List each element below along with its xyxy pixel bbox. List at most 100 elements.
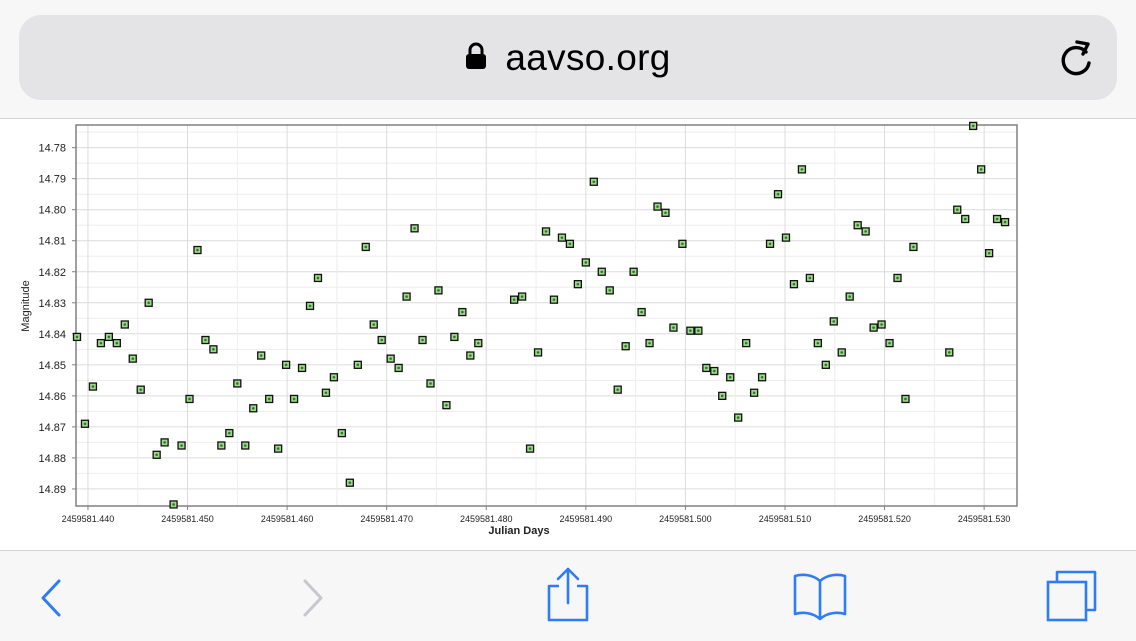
x-tick-label: 2459581.490: [560, 514, 613, 524]
share-icon[interactable]: [544, 565, 592, 625]
data-point: [901, 394, 910, 404]
x-tick-label: 2459581.470: [360, 514, 413, 524]
data-point: [653, 202, 662, 211]
data-point: [525, 444, 535, 453]
data-point: [418, 335, 427, 345]
data-point: [837, 348, 846, 357]
data-point: [821, 360, 830, 369]
data-points: [72, 121, 1010, 509]
data-point: [565, 239, 575, 248]
data-point: [217, 441, 226, 450]
y-tick-label: 14.79: [38, 174, 66, 186]
data-point: [645, 338, 654, 348]
data-point: [742, 338, 751, 348]
data-point: [233, 379, 242, 388]
data-point: [533, 348, 543, 357]
x-tick-label: 2459581.440: [62, 514, 115, 524]
data-point: [257, 351, 266, 360]
data-point: [765, 239, 775, 248]
data-point: [669, 323, 678, 332]
data-point: [557, 233, 567, 242]
data-point: [581, 258, 590, 267]
data-point: [829, 317, 838, 326]
data-point: [313, 273, 323, 283]
data-point: [678, 239, 687, 248]
data-point: [120, 320, 129, 329]
data-point: [450, 332, 459, 342]
data-point: [337, 428, 347, 438]
data-point: [773, 190, 783, 199]
data-point: [589, 177, 598, 186]
data-point: [104, 332, 114, 342]
lock-icon: [466, 42, 487, 69]
address-bar-content[interactable]: aavso.org: [19, 15, 1117, 100]
data-point: [80, 419, 90, 428]
data-point: [193, 245, 202, 255]
data-point: [805, 273, 815, 283]
data-point: [909, 242, 918, 252]
plot-area: [76, 125, 1017, 506]
y-tick-label: 14.82: [38, 267, 66, 279]
tabs-icon[interactable]: [1044, 569, 1100, 625]
data-point: [96, 338, 106, 348]
address-bar[interactable]: aavso.org: [19, 15, 1117, 100]
data-point: [661, 208, 670, 217]
data-point: [710, 366, 719, 376]
data-point: [128, 354, 137, 363]
data-point: [160, 438, 169, 447]
data-point: [466, 351, 475, 360]
data-point: [112, 338, 121, 348]
data-point: [410, 224, 419, 233]
data-point: [369, 320, 378, 329]
x-axis-ticks: 2459581.440 2459581.450 2459581.460 2459581…: [62, 506, 1010, 524]
data-point: [621, 342, 630, 351]
data-point: [573, 280, 583, 289]
page-content: 2459581.440 2459581.450 2459581.460 2459581…: [0, 119, 1136, 550]
data-point: [893, 273, 902, 283]
data-point: [977, 165, 986, 174]
data-point: [718, 391, 727, 401]
data-point: [241, 441, 250, 450]
data-point: [605, 286, 614, 295]
x-tick-label: 2459581.460: [261, 514, 314, 524]
data-point: [273, 444, 283, 453]
y-tick-label: 14.84: [38, 329, 66, 341]
y-tick-label: 14.88: [38, 453, 66, 465]
data-point: [797, 165, 807, 174]
data-point: [377, 335, 386, 345]
data-point: [144, 298, 153, 307]
data-point: [305, 301, 315, 311]
data-point: [72, 332, 82, 342]
data-point: [136, 385, 145, 394]
url-text[interactable]: aavso.org: [505, 36, 671, 78]
bookmarks-book-icon[interactable]: [792, 571, 848, 623]
data-point: [434, 286, 443, 295]
forward-chevron-icon[interactable]: [298, 569, 328, 625]
data-point: [597, 267, 606, 276]
light-curve-chart: 2459581.440 2459581.450 2459581.460 2459581…: [20, 121, 1018, 537]
data-point: [885, 338, 894, 348]
data-point: [789, 280, 799, 289]
data-point: [853, 221, 862, 230]
data-point: [969, 121, 978, 131]
data-point: [961, 214, 970, 224]
x-tick-label: 2459581.510: [759, 514, 812, 524]
y-tick-label: 14.80: [38, 205, 66, 217]
data-point: [613, 385, 622, 394]
y-tick-label: 14.83: [38, 298, 66, 310]
data-point: [353, 360, 362, 369]
data-point: [637, 307, 646, 317]
y-tick-label: 14.86: [38, 391, 66, 403]
data-point: [265, 394, 274, 404]
x-tick-label: 2459581.520: [858, 514, 911, 524]
data-point: [749, 388, 759, 397]
chart-grid: [76, 125, 1017, 506]
data-point: [321, 388, 331, 397]
data-point: [426, 379, 435, 388]
data-point: [88, 382, 98, 391]
data-point: [289, 394, 299, 404]
data-point: [813, 338, 822, 348]
back-chevron-icon[interactable]: [36, 569, 66, 625]
data-point: [281, 360, 291, 369]
reload-icon[interactable]: [1059, 39, 1093, 77]
